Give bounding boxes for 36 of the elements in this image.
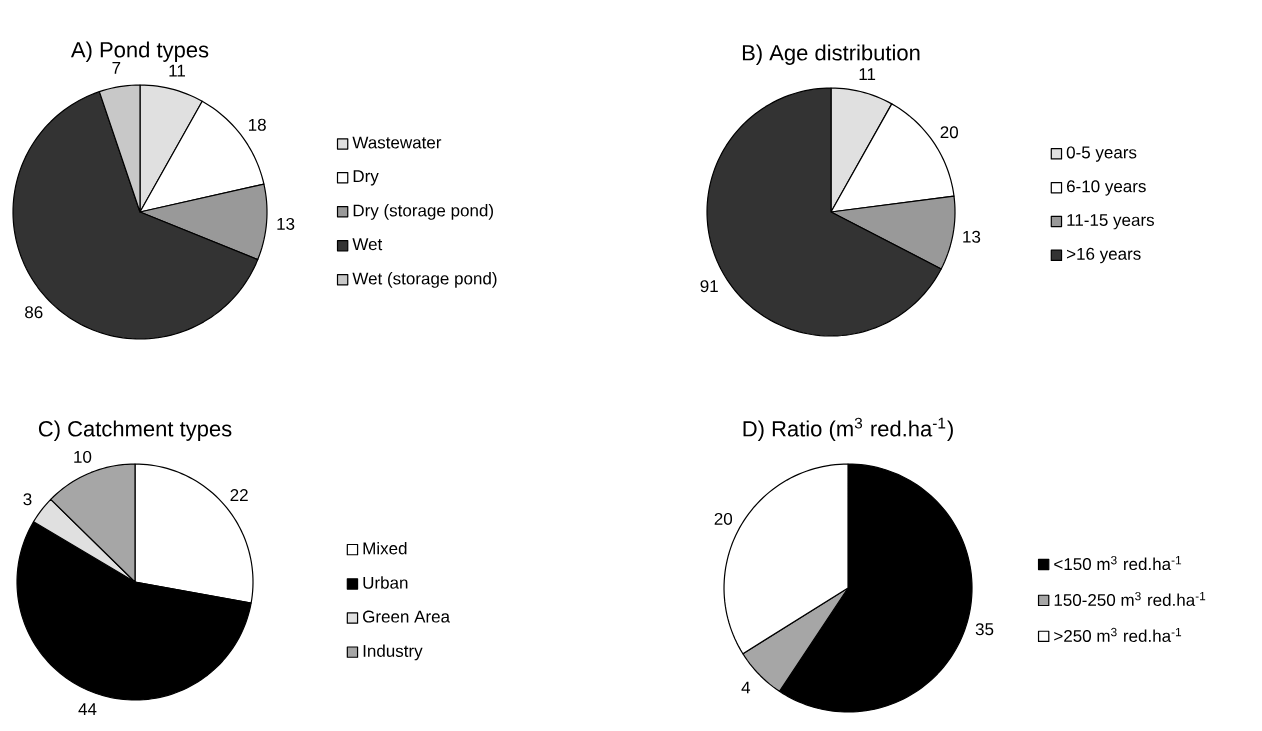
- legend-label: 11-15 years: [1067, 214, 1154, 230]
- data-label: 11: [859, 68, 876, 80]
- legend-label: Urban: [363, 576, 408, 589]
- data-label: 4: [741, 681, 751, 694]
- data-label: 22: [230, 489, 248, 501]
- data-label: 18: [248, 118, 266, 131]
- legend-label: <150 m$^{3}$ red.ha$^{-1}$: [1054, 555, 1182, 571]
- data-label: 86: [25, 306, 43, 319]
- data-label: 11: [169, 64, 185, 77]
- legend-label: Wastewater: [352, 136, 442, 149]
- legend-label: 150-250 m$^{3}$ red.ha$^{-1}$: [1054, 591, 1206, 607]
- chart-title: A) Pond types: [70, 41, 209, 62]
- legend-label: Green Area: [363, 610, 451, 623]
- legend-label: Dry (storage pond): [353, 204, 493, 220]
- legend-label: Mixed: [363, 541, 407, 555]
- data-label: 20: [940, 126, 959, 139]
- chart-title: C) Catchment types: [38, 420, 232, 441]
- legend-label: Dry: [353, 170, 379, 186]
- legend-label: >16 years: [1066, 247, 1141, 264]
- data-label: 20: [714, 512, 733, 525]
- data-label: 10: [74, 450, 92, 463]
- chart-title: B) Age distribution: [742, 44, 920, 65]
- data-label: 13: [963, 230, 981, 243]
- data-label: 7: [112, 62, 121, 74]
- data-label: 44: [78, 703, 97, 715]
- data-label: 91: [700, 280, 718, 293]
- legend-label: Wet: [352, 238, 383, 251]
- legend-label: Wet (storage pond): [352, 272, 497, 288]
- data-label: 3: [23, 493, 32, 506]
- data-label: 35: [975, 623, 994, 636]
- legend-label: 0-5 years: [1066, 146, 1137, 162]
- legend-label: Industry: [363, 644, 423, 661]
- data-label: 13: [277, 217, 295, 230]
- legend-label: >250 m$^{3}$ red.ha$^{-1}$: [1054, 627, 1182, 642]
- legend-label: 6-10 years: [1067, 180, 1146, 196]
- chart-title: D) Ratio (m$^{3}$ red.ha$^{-1}$): [743, 417, 953, 441]
